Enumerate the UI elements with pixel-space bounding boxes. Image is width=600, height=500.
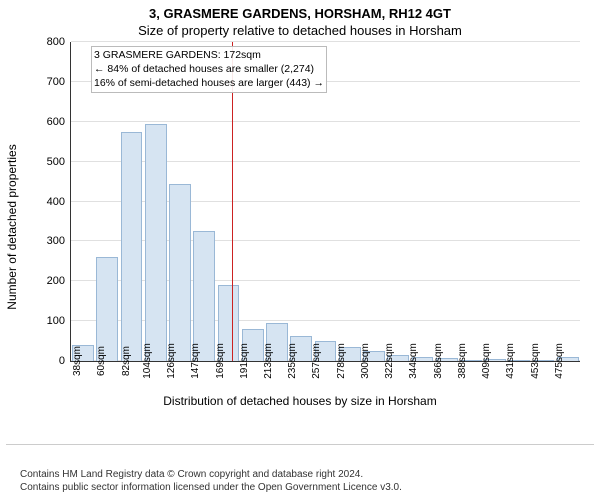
page-subtitle: Size of property relative to detached ho… [0,21,600,38]
xtick-label: 60sqm [92,346,107,376]
bar-slot: 431sqm [507,42,531,361]
footer-line-1: Contains HM Land Registry data © Crown c… [20,468,580,481]
annotation-line-1: 3 GRASMERE GARDENS: 172sqm [94,48,324,62]
plot-area: 38sqm60sqm82sqm104sqm126sqm147sqm169sqm1… [70,42,580,362]
x-axis-label: Distribution of detached houses by size … [20,394,580,408]
bar-slot: 322sqm [386,42,410,361]
histogram-bar [169,184,191,361]
bar-slot: 475sqm [556,42,580,361]
annotation-line-2: ← 84% of detached houses are smaller (2,… [94,62,324,76]
ytick-label: 200 [47,275,71,287]
xtick-label: 431sqm [502,343,517,379]
ytick-label: 700 [47,76,71,88]
bar-slot: 409sqm [483,42,507,361]
bar-slot: 344sqm [410,42,434,361]
y-axis-label: Number of detached properties [5,144,19,309]
xtick-label: 257sqm [308,343,323,379]
xtick-label: 300sqm [356,343,371,379]
ytick-label: 800 [47,36,71,48]
xtick-label: 409sqm [477,343,492,379]
histogram-bar [193,231,215,361]
xtick-label: 344sqm [405,343,420,379]
histogram-bar [121,132,143,361]
xtick-label: 278sqm [332,343,347,379]
xtick-label: 104sqm [138,343,153,379]
xtick-label: 388sqm [453,343,468,379]
bar-slot: 366sqm [435,42,459,361]
footer: Contains HM Land Registry data © Crown c… [20,468,580,494]
bar-slot: 300sqm [362,42,386,361]
xtick-label: 147sqm [186,343,201,379]
footer-divider [6,444,594,445]
xtick-label: 191sqm [235,343,250,379]
ytick-label: 0 [59,355,71,367]
bar-slot: 278sqm [338,42,362,361]
xtick-label: 213sqm [259,343,274,379]
xtick-label: 235sqm [283,343,298,379]
chart-container: Number of detached properties 38sqm60sqm… [20,42,580,412]
ytick-label: 300 [47,235,71,247]
xtick-label: 169sqm [211,343,226,379]
bar-slot: 453sqm [531,42,555,361]
xtick-label: 82sqm [117,346,132,376]
xtick-label: 366sqm [429,343,444,379]
histogram-bar [145,124,167,361]
ytick-label: 100 [47,315,71,327]
ytick-label: 500 [47,156,71,168]
xtick-label: 475sqm [550,343,565,379]
ytick-label: 600 [47,116,71,128]
ytick-label: 400 [47,196,71,208]
xtick-label: 126sqm [162,343,177,379]
footer-line-2: Contains public sector information licen… [20,481,580,494]
bar-slot: 388sqm [459,42,483,361]
annotation-line-3: 16% of semi-detached houses are larger (… [94,76,324,90]
annotation-box: 3 GRASMERE GARDENS: 172sqm ← 84% of deta… [91,46,327,93]
page-title: 3, GRASMERE GARDENS, HORSHAM, RH12 4GT [0,0,600,21]
xtick-label: 453sqm [526,343,541,379]
xtick-label: 322sqm [380,343,395,379]
